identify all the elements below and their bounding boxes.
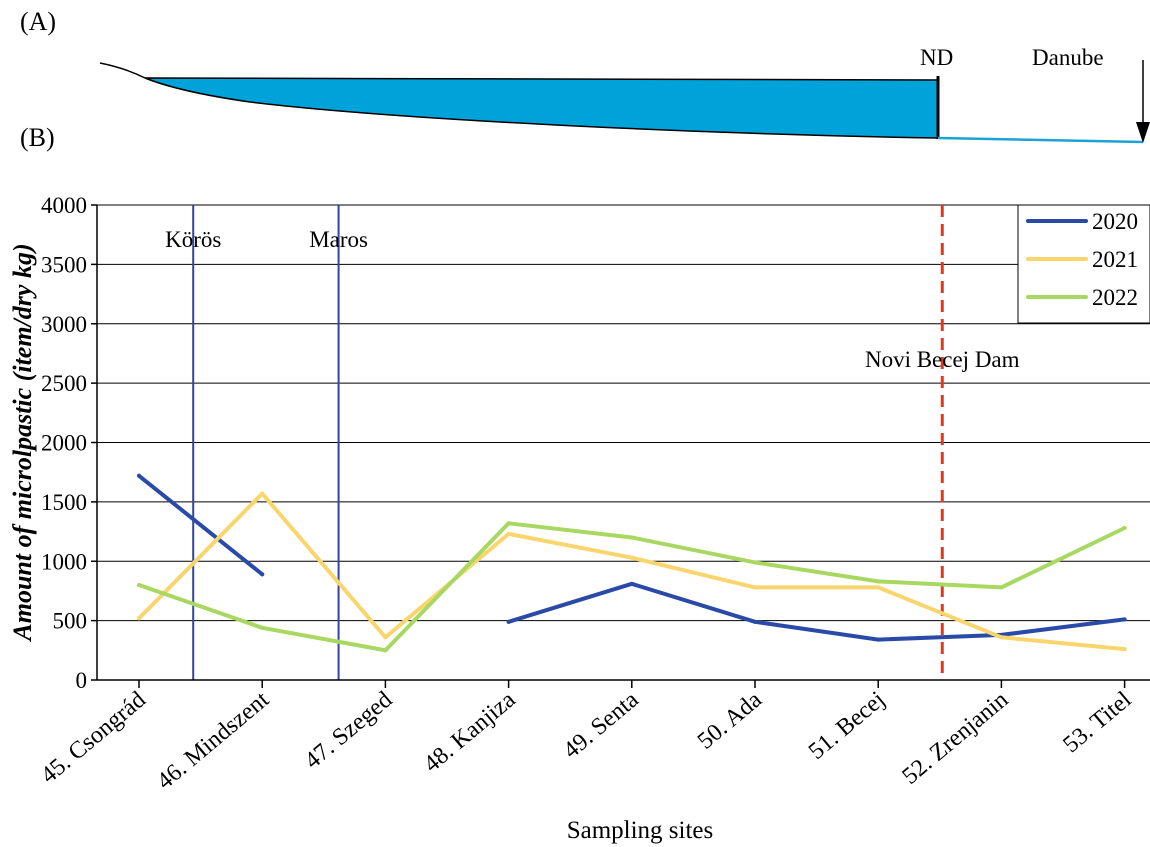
data-point-2020 [629,581,634,586]
data-point-2021 [753,585,757,590]
data-point-2022 [876,579,881,584]
tributary-label: Maros [309,227,368,252]
tributary-label: Körös [165,227,221,252]
dam-label-nd: ND [920,45,953,70]
data-point-2021 [999,635,1004,640]
river-profile-area [144,77,939,139]
x-tick-label: 52. Zrenjanin [897,687,1013,790]
x-axis-ticks: 45. Csongrád 46. Mindszent 47. Szeged 48. K… [36,680,1137,795]
data-point-2020 [753,619,757,624]
legend-label: 2021 [1092,247,1138,272]
data-point-2021 [629,555,634,560]
x-tick-label: 47. Szeged [300,687,397,775]
x-axis-label: Sampling sites [567,817,714,844]
y-tick-label: 1000 [41,549,87,574]
series-line-2022 [137,521,1127,653]
y-tick-label: 4000 [41,193,87,218]
upstream-river-line [99,62,146,79]
x-tick-label: 50. Ada [693,686,767,754]
data-point-2022 [383,648,388,653]
data-point-2020 [137,473,141,478]
event-markers: Körös Maros Novi Becej Dam [165,205,1020,680]
legend: 2020 2021 2022 [1017,204,1150,324]
data-point-2021 [1122,647,1127,652]
data-point-2021 [506,531,511,536]
legend-label: 2022 [1092,285,1138,310]
y-tick-label: 2500 [41,371,87,396]
legend-box [1017,204,1150,324]
data-point-2020 [1122,617,1127,622]
data-point-2021 [876,585,881,590]
data-point-2022 [629,535,634,540]
outlet-label-danube: Danube [1032,45,1104,70]
data-point-2020 [506,619,511,624]
danube-arrow-head [1136,122,1150,143]
y-axis-ticks: 0 500 1000 1500 2000 2500 3000 3500 4000 [41,193,97,693]
x-tick-label: 53. Titel [1058,686,1136,758]
y-tick-label: 3500 [41,252,87,277]
gridlines [97,204,1150,622]
y-tick-label: 500 [53,609,88,634]
x-tick-label: 51. Becej [804,687,890,765]
y-tick-label: 1500 [41,490,87,515]
data-point-2022 [506,521,511,526]
data-point-2021 [383,635,388,640]
downstream-river-line [937,136,1144,144]
data-point-2020 [260,572,265,577]
data-point-2022 [260,625,265,630]
legend-label: 2020 [1092,209,1138,234]
data-point-2022 [999,585,1004,590]
x-tick-label: 45. Csongrád [36,687,151,789]
data-point-2020 [876,637,881,642]
data-point-2021 [260,491,265,496]
y-tick-label: 2000 [41,431,87,456]
series-line-2021 [137,491,1127,652]
y-axis-label: Amount of microlpastic (item/dry kg) [8,243,37,642]
x-tick-label: 46. Mindszent [152,686,274,794]
panel-b-label: (B) [20,123,55,152]
panel-a-label: (A) [20,7,56,36]
series-lines [137,473,1127,653]
data-point-2022 [137,583,141,587]
x-tick-label: 48. Kanjiza [419,686,521,777]
y-tick-label: 0 [76,668,88,693]
data-point-2021 [137,616,141,621]
x-tick-label: 49. Senta [559,686,644,764]
series-line-2020 [137,473,1127,642]
y-tick-label: 3000 [41,312,87,337]
data-point-2022 [753,560,757,565]
dam-label: Novi Becej Dam [865,347,1020,372]
data-point-2022 [1122,526,1127,530]
